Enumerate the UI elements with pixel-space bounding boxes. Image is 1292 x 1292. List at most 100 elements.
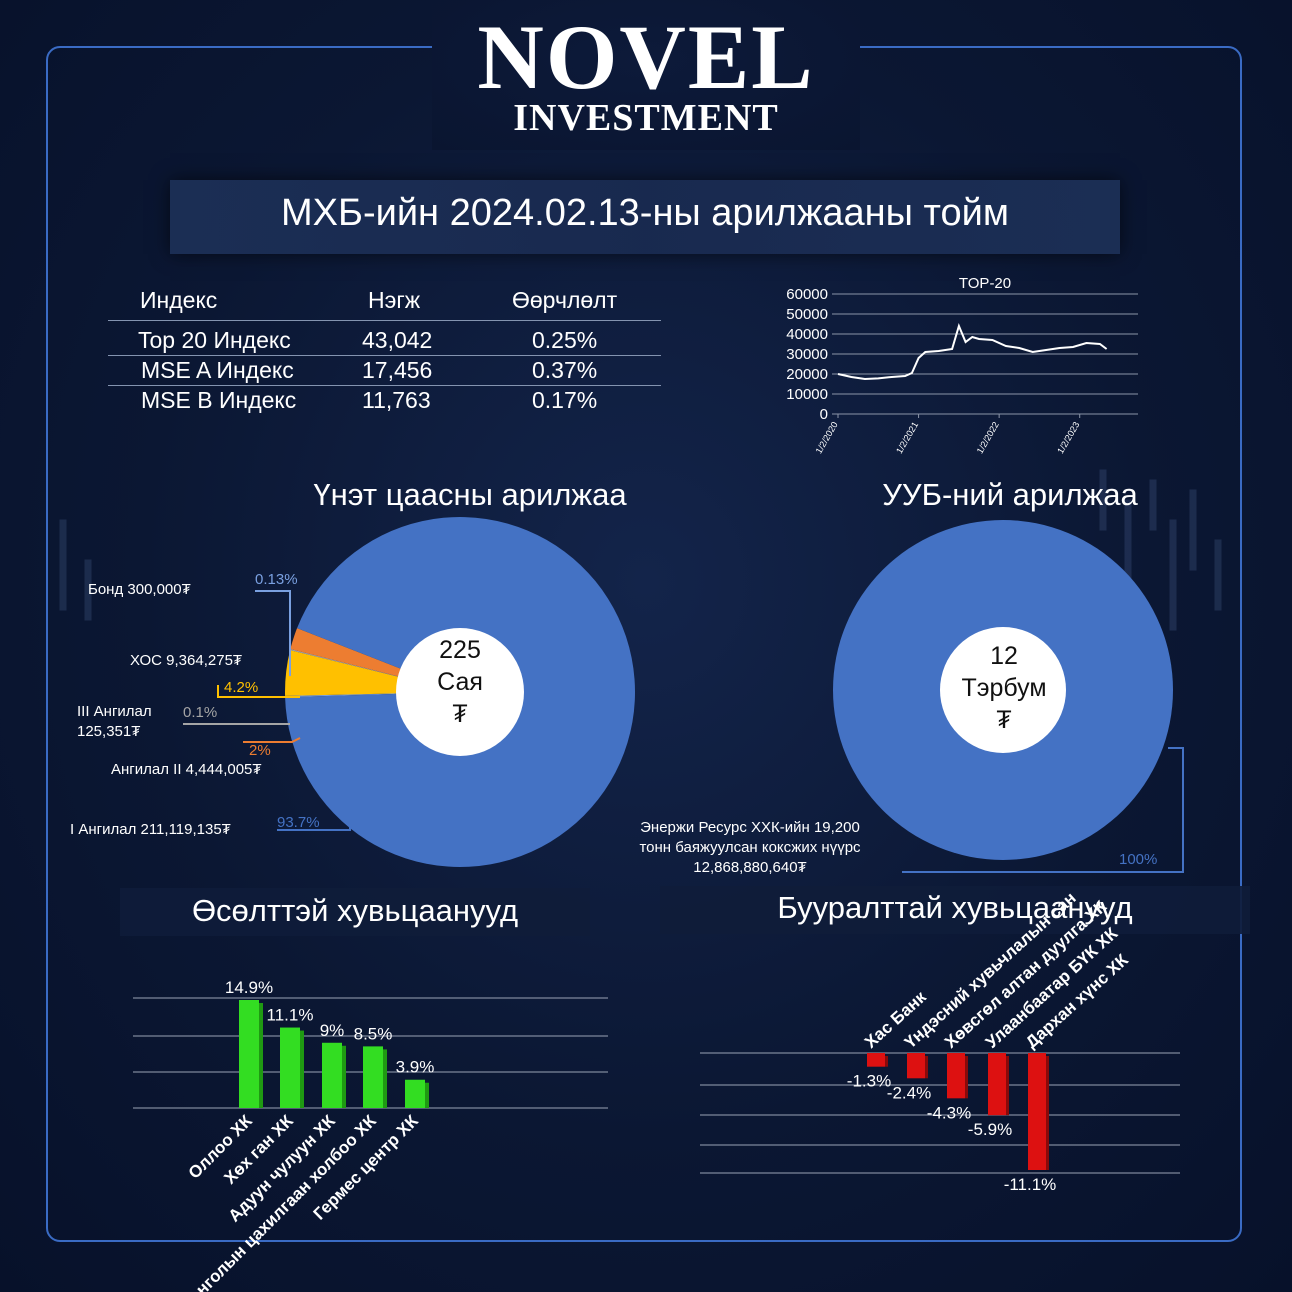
- y-tick-label: 20000: [786, 366, 828, 383]
- gainer-value-label: 9%: [320, 1021, 345, 1040]
- y-tick-label: 30000: [786, 346, 828, 363]
- commodity-trading-title: УУБ-ний арилжаа: [882, 477, 1138, 512]
- securities-trading-title: Үнэт цаасны арилжаа: [313, 477, 627, 512]
- gainer-bar-shade: [383, 1049, 387, 1108]
- loser-bar-shade: [1006, 1056, 1009, 1116]
- line-chart-title: TOP-20: [959, 275, 1011, 292]
- leader-cat2: [243, 737, 301, 743]
- loser-value-label: -2.4%: [887, 1083, 931, 1102]
- label-khos: ХОС 9,364,275₮: [130, 652, 243, 669]
- pct-bond: 0.13%: [255, 571, 298, 588]
- title-banner: [170, 180, 1120, 254]
- center-value: 12: [990, 642, 1018, 670]
- commodity-label: Энержи Ресурс ХХК-ийн 19,200 тонн баяжуу…: [600, 818, 900, 878]
- gainer-value-label: 11.1%: [267, 1006, 314, 1025]
- row-value: 11,763: [362, 387, 431, 413]
- y-tick-label: 50000: [786, 306, 828, 323]
- center-currency: ₮: [452, 700, 468, 728]
- y-tick-label: 40000: [786, 326, 828, 343]
- gainer-value-label: 14.9%: [225, 978, 273, 997]
- row-change: 0.17%: [532, 387, 598, 413]
- row-name: MSE A Индекс: [141, 357, 294, 383]
- top20-series-line: [837, 323, 1108, 381]
- loser-category-label: Хөвсгөл алтан дуулга ХК: [941, 896, 1111, 1052]
- leader-commodity: [902, 747, 1184, 873]
- pct-khos: 4.2%: [224, 679, 259, 696]
- page-title: МХБ-ийн 2024.02.13-ны арилжааны тойм: [281, 192, 1009, 234]
- pct-commodity: 100%: [1119, 851, 1158, 868]
- center-unit: Тэрбум: [961, 674, 1047, 702]
- loser-bar: [988, 1053, 1006, 1116]
- loser-bar-shade: [885, 1056, 888, 1067]
- top20-line-chart: TOP-2060000500004000030000200001000001/2…: [786, 275, 1138, 455]
- center-unit: Сая: [437, 668, 483, 696]
- losers-header-band: [660, 886, 1250, 934]
- gainer-bar-shade: [300, 1030, 304, 1108]
- loser-bar: [867, 1053, 885, 1067]
- row-value: 43,042: [362, 327, 433, 353]
- loser-value-label: -1.3%: [847, 1072, 891, 1091]
- gainers-header-band: [120, 888, 590, 936]
- divider: [108, 385, 661, 386]
- gainer-bar: [405, 1079, 425, 1108]
- commodity-label-line: 12,868,880,640₮: [693, 859, 807, 876]
- row-value: 17,456: [362, 357, 433, 383]
- label-cat1: I Ангилал 211,119,135₮: [70, 821, 231, 838]
- commodity-center-label: 12 Тэрбум ₮: [942, 640, 1066, 736]
- logo-backdrop: [432, 0, 860, 150]
- brand-subtitle: INVESTMENT: [513, 97, 779, 139]
- pct-cat1: 93.7%: [277, 814, 320, 831]
- brand-name: NOVEL: [477, 6, 815, 108]
- loser-bar: [1028, 1053, 1046, 1170]
- leader-khos: [217, 685, 300, 698]
- gainer-bar: [239, 1000, 259, 1108]
- commodity-pie-hole: [940, 627, 1066, 753]
- securities-pie-hole: [396, 628, 524, 756]
- label-bond: Бонд 300,000₮: [88, 581, 191, 598]
- header-change: Өөрчлөлт: [512, 287, 618, 313]
- row-name: Top 20 Индекс: [138, 327, 291, 353]
- leader-bond: [255, 590, 291, 676]
- label-cat2: Ангилал II 4,444,005₮: [111, 761, 262, 778]
- loser-value-label: -11.1%: [1004, 1175, 1057, 1194]
- gainer-bar-shade: [342, 1045, 346, 1108]
- gainer-bar: [322, 1042, 342, 1108]
- gainer-bar-shade: [259, 1003, 263, 1108]
- gainer-bar: [363, 1046, 383, 1108]
- gainers-title: Өсөлттэй хувьцаанууд: [191, 893, 519, 928]
- leader-cat1: [277, 815, 351, 831]
- y-tick-label: 10000: [786, 386, 828, 403]
- losers-title: Бууралттай хувьцаанууд: [777, 890, 1133, 925]
- center-currency: ₮: [996, 706, 1012, 734]
- commodity-label-line: Энержи Ресурс ХХК-ийн 19,200: [640, 819, 860, 836]
- loser-bar: [907, 1053, 925, 1079]
- gainer-value-label: 3.9%: [396, 1058, 435, 1077]
- loser-bar-shade: [925, 1056, 928, 1079]
- row-change: 0.37%: [532, 357, 598, 383]
- label-cat3: III Ангилал: [77, 703, 152, 720]
- pct-cat3: 0.1%: [183, 704, 218, 721]
- y-tick-label: 0: [820, 406, 828, 423]
- loser-bar-shade: [1046, 1056, 1049, 1170]
- loser-bar-shade: [965, 1056, 968, 1099]
- commodity-label-line: тонн баяжуулсан коксжих нүүрс: [639, 839, 861, 856]
- divider: [108, 320, 661, 321]
- loser-value-label: -4.3%: [927, 1103, 971, 1122]
- header-index: Индекс: [140, 287, 218, 313]
- row-change: 0.25%: [532, 327, 598, 353]
- label-cat3-value: 125,351₮: [77, 723, 141, 740]
- pct-cat2: 2%: [249, 742, 271, 759]
- center-value: 225: [439, 636, 481, 664]
- header-unit: Нэгж: [368, 287, 421, 313]
- gainer-value-label: 8.5%: [354, 1024, 393, 1043]
- y-tick-label: 60000: [786, 286, 828, 303]
- gainer-bar-shade: [425, 1082, 429, 1108]
- gainer-bar: [280, 1027, 300, 1108]
- securities-center-label: 225 Сая ₮: [398, 634, 522, 730]
- loser-value-label: -5.9%: [968, 1120, 1012, 1139]
- divider: [108, 355, 661, 356]
- loser-bar: [947, 1053, 965, 1099]
